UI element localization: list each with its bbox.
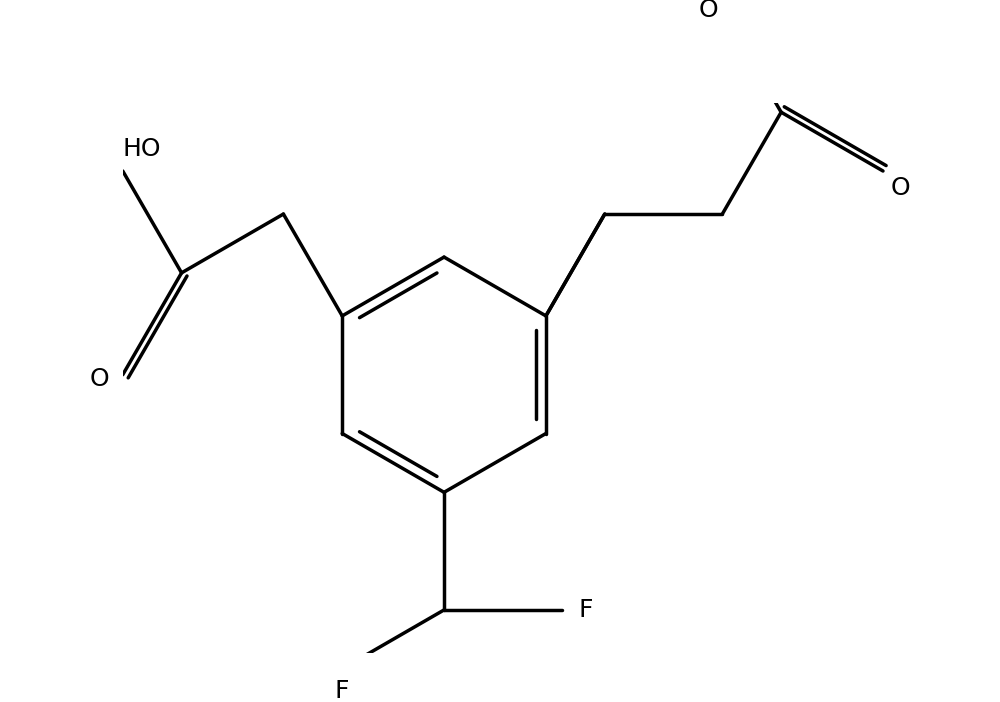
Text: F: F (335, 679, 349, 702)
Text: O: O (890, 176, 910, 200)
Text: HO: HO (123, 137, 161, 161)
Text: O: O (699, 0, 718, 22)
Text: O: O (89, 366, 109, 390)
Text: F: F (579, 598, 593, 622)
